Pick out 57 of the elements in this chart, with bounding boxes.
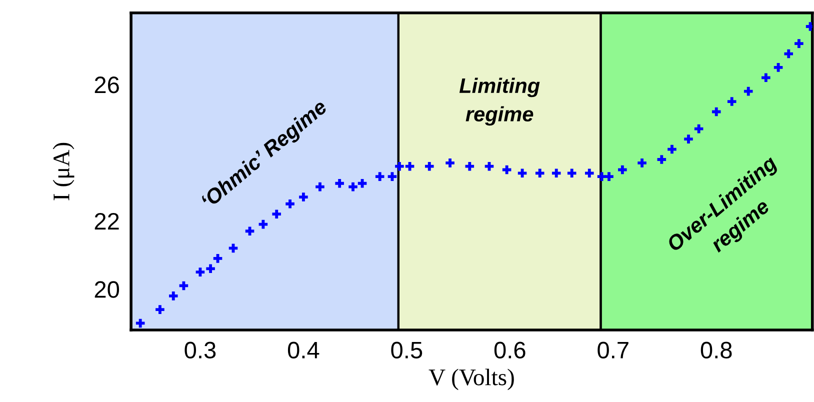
point <box>712 107 721 116</box>
point <box>638 158 646 168</box>
point <box>518 168 527 178</box>
point <box>567 168 576 178</box>
x-axis-title: V (Volts) <box>428 368 514 390</box>
point <box>744 86 753 96</box>
x-tick-label: 0.4 <box>288 342 320 358</box>
point <box>604 172 614 181</box>
band-label: Limiting regime <box>459 78 540 126</box>
point <box>348 182 358 192</box>
point <box>405 162 414 171</box>
point <box>299 192 308 202</box>
point <box>213 254 222 263</box>
y-tick-label: 26 <box>94 76 119 94</box>
point <box>168 292 178 300</box>
point <box>668 144 676 154</box>
point <box>316 182 324 192</box>
point <box>484 162 494 171</box>
point <box>794 39 804 48</box>
point <box>395 162 404 171</box>
y-tick-label: 20 <box>94 281 120 298</box>
point <box>335 179 344 188</box>
point <box>618 165 627 174</box>
point <box>585 168 594 178</box>
point <box>179 281 188 290</box>
point <box>156 305 164 314</box>
point <box>502 165 512 174</box>
point <box>424 162 434 171</box>
point <box>784 49 794 58</box>
x-tick-label: 0.8 <box>700 342 732 358</box>
point <box>446 158 454 168</box>
point <box>228 244 238 253</box>
point <box>206 264 215 274</box>
point <box>684 134 693 144</box>
point <box>535 168 544 178</box>
x-tick-label: 0.6 <box>494 342 526 358</box>
x-tick-label: 0.7 <box>598 342 628 358</box>
point <box>762 73 770 82</box>
point <box>258 220 268 229</box>
point <box>727 97 736 106</box>
point <box>388 172 397 181</box>
point <box>375 172 384 181</box>
y-axis-title: I (μA) <box>52 142 74 200</box>
point <box>136 318 145 328</box>
point <box>245 226 254 236</box>
y-tick-label: 22 <box>94 212 119 230</box>
point <box>465 162 474 171</box>
point <box>774 63 783 72</box>
point <box>694 124 704 134</box>
point <box>286 199 294 208</box>
point <box>196 268 205 276</box>
x-tick-label: 0.5 <box>391 342 422 358</box>
point <box>358 179 367 188</box>
point <box>657 155 666 164</box>
x-tick-label: 0.3 <box>184 342 216 358</box>
point <box>552 168 561 178</box>
point <box>272 210 281 218</box>
